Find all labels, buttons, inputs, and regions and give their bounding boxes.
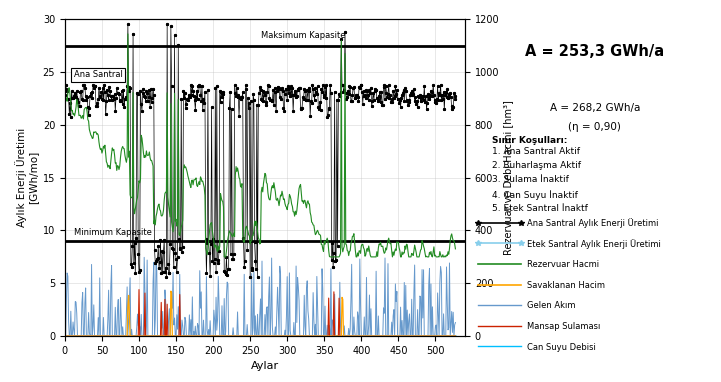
Text: Rezervuar Hacmi: Rezervuar Hacmi — [527, 260, 599, 269]
Text: 4. Can Suyu İnaktif: 4. Can Suyu İnaktif — [492, 190, 578, 199]
Text: A = 268,2 GWh/a: A = 268,2 GWh/a — [549, 103, 640, 113]
Text: Sınır Koşulları:: Sınır Koşulları: — [492, 136, 567, 145]
Text: A = 253,3 GWh/a: A = 253,3 GWh/a — [526, 44, 664, 59]
Text: Etek Santral Aylık Enerji Üretimi: Etek Santral Aylık Enerji Üretimi — [527, 239, 661, 249]
X-axis label: Aylar: Aylar — [251, 361, 279, 371]
Text: Can Suyu Debisi: Can Suyu Debisi — [527, 343, 596, 352]
Text: 3. Sulama İnaktif: 3. Sulama İnaktif — [492, 175, 569, 185]
Text: Maksimum Kapasite: Maksimum Kapasite — [261, 31, 346, 40]
Text: Ana Santral Aylık Enerji Üretimi: Ana Santral Aylık Enerji Üretimi — [527, 219, 658, 228]
Text: 5. Etek Santral İnaktf: 5. Etek Santral İnaktf — [492, 204, 588, 213]
Text: (η = 0,90): (η = 0,90) — [568, 122, 622, 132]
Text: 2. Buharlaşma Aktif: 2. Buharlaşma Aktif — [492, 161, 581, 170]
Text: Savaklanan Hacim: Savaklanan Hacim — [527, 281, 605, 290]
Text: Minimum Kapasite: Minimum Kapasite — [74, 228, 151, 237]
Text: Gelen Akım: Gelen Akım — [527, 301, 575, 311]
Y-axis label: Aylık Enerji Üretimi
[GWh/mo]: Aylık Enerji Üretimi [GWh/mo] — [15, 128, 38, 227]
Y-axis label: Rezervuar ve Debi Hacmi [hm³]: Rezervuar ve Debi Hacmi [hm³] — [503, 100, 513, 255]
Text: Ana Santral: Ana Santral — [74, 70, 123, 79]
Text: Mansap Sulaması: Mansap Sulaması — [527, 322, 601, 331]
Text: 1. Ana Santral Aktif: 1. Ana Santral Aktif — [492, 147, 580, 155]
